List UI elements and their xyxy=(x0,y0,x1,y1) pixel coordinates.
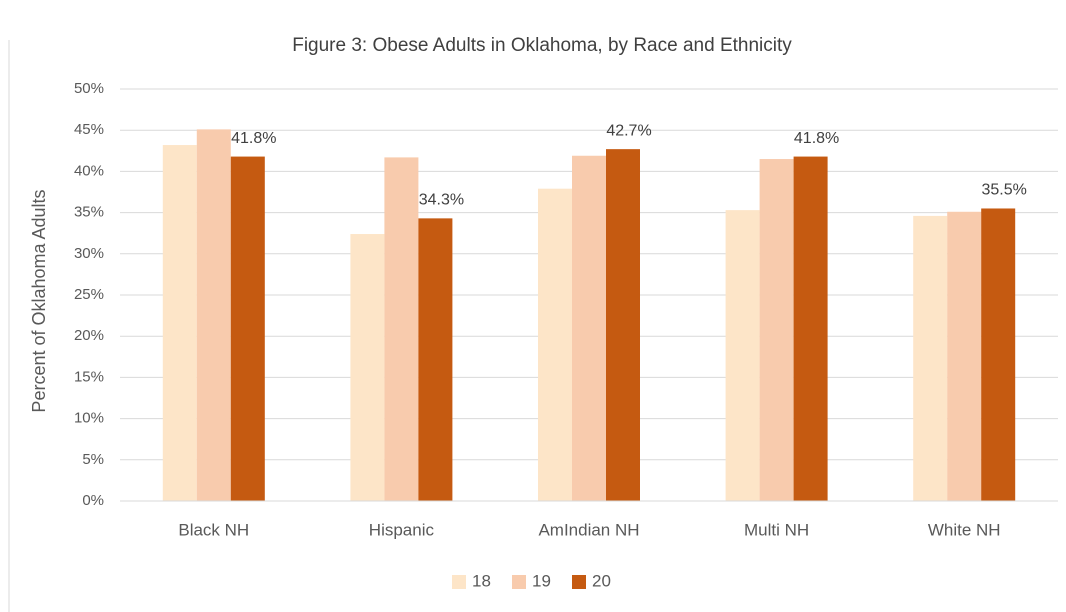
y-tick-label: 50% xyxy=(74,80,104,97)
bar xyxy=(913,215,948,501)
bar xyxy=(538,188,572,502)
x-tick-label: Hispanic xyxy=(369,520,435,539)
y-tick-label: 0% xyxy=(82,492,104,509)
legend-swatch xyxy=(512,575,526,589)
bar xyxy=(350,234,385,502)
data-label: 41.8% xyxy=(794,130,839,147)
bar xyxy=(793,156,828,501)
data-label: 35.5% xyxy=(982,182,1027,199)
x-tick-label: Multi NH xyxy=(744,520,809,539)
x-tick-label: Black NH xyxy=(178,520,249,539)
bar xyxy=(418,218,453,502)
data-label: 42.7% xyxy=(606,122,651,139)
y-tick-label: 30% xyxy=(74,245,104,262)
bar xyxy=(759,159,794,502)
bar xyxy=(230,156,265,501)
x-tick-label: White NH xyxy=(928,520,1001,539)
bar xyxy=(384,157,419,501)
data-label: 41.8% xyxy=(231,130,276,147)
bar xyxy=(725,210,760,502)
data-label: 34.3% xyxy=(419,192,464,209)
y-axis-title: Percent of Oklahoma Adults xyxy=(29,189,49,412)
legend-swatch xyxy=(452,575,466,589)
y-tick-label: 5% xyxy=(82,451,104,468)
legend-label: 19 xyxy=(532,571,551,590)
x-tick-label: AmIndian NH xyxy=(538,520,639,539)
bar xyxy=(572,155,606,501)
chart-title: Figure 3: Obese Adults in Oklahoma, by R… xyxy=(292,35,792,56)
y-tick-label: 15% xyxy=(74,368,104,385)
bar xyxy=(981,208,1016,502)
y-tick-label: 20% xyxy=(74,327,104,344)
y-tick-label: 35% xyxy=(74,204,104,221)
y-tick-label: 10% xyxy=(74,410,104,427)
bar xyxy=(947,211,982,501)
legend-swatch xyxy=(572,575,586,589)
bar xyxy=(196,129,231,501)
legend-label: 20 xyxy=(592,571,611,590)
legend-label: 18 xyxy=(472,571,491,590)
bar xyxy=(162,145,197,502)
y-tick-label: 25% xyxy=(74,286,104,303)
y-tick-label: 45% xyxy=(74,121,104,138)
bar xyxy=(606,149,640,502)
y-tick-label: 40% xyxy=(74,162,104,179)
